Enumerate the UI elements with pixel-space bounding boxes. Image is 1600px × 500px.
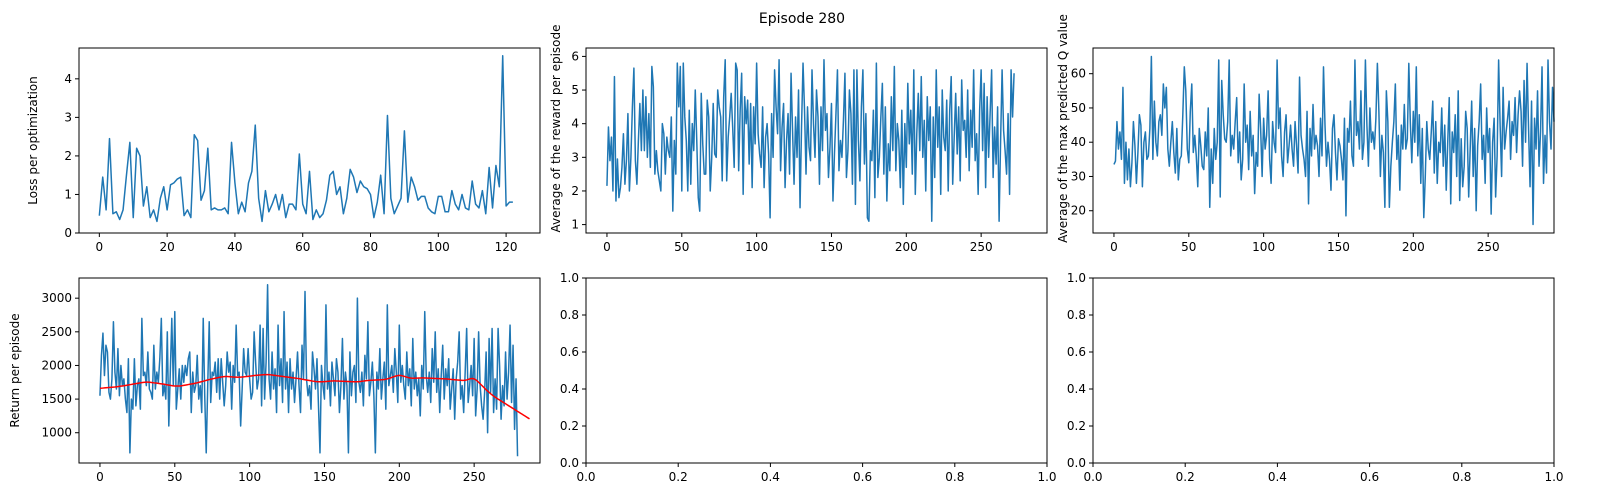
y-tick-label: 0.8 bbox=[560, 308, 579, 322]
y-tick-label: 3 bbox=[571, 150, 579, 164]
subplot-3-ylabel: Average of the max predicted Q value bbox=[1056, 14, 1070, 243]
y-tick-label: 20 bbox=[1071, 204, 1086, 218]
y-tick-label: 1 bbox=[64, 187, 72, 201]
y-tick-label: 1500 bbox=[41, 392, 72, 406]
x-tick-label: 150 bbox=[313, 470, 336, 484]
y-tick-label: 1.0 bbox=[560, 271, 579, 285]
y-tick-label: 0.2 bbox=[560, 419, 579, 433]
y-tick-label: 0.4 bbox=[560, 382, 579, 396]
y-tick-label: 1.0 bbox=[1067, 271, 1086, 285]
y-tick-label: 4 bbox=[64, 72, 72, 86]
y-tick-label: 6 bbox=[571, 49, 579, 63]
x-tick-label: 50 bbox=[167, 470, 182, 484]
x-tick-label: 1.0 bbox=[1037, 470, 1056, 484]
y-tick-label: 0.8 bbox=[1067, 308, 1086, 322]
y-tick-label: 50 bbox=[1071, 101, 1086, 115]
subplot-4-ylabel: Return per episode bbox=[8, 313, 22, 427]
x-tick-label: 0.4 bbox=[761, 470, 780, 484]
x-tick-label: 0 bbox=[603, 240, 611, 254]
x-tick-label: 120 bbox=[495, 240, 518, 254]
x-tick-label: 250 bbox=[463, 470, 486, 484]
x-tick-label: 150 bbox=[1327, 240, 1350, 254]
y-tick-label: 0.4 bbox=[1067, 382, 1086, 396]
x-tick-label: 0 bbox=[1110, 240, 1118, 254]
y-tick-label: 5 bbox=[571, 83, 579, 97]
x-tick-label: 0 bbox=[96, 470, 104, 484]
x-tick-label: 200 bbox=[388, 470, 411, 484]
y-tick-label: 3000 bbox=[41, 291, 72, 305]
x-tick-label: 0 bbox=[96, 240, 104, 254]
x-tick-label: 20 bbox=[159, 240, 174, 254]
y-tick-label: 0.6 bbox=[1067, 345, 1086, 359]
x-tick-label: 250 bbox=[1477, 240, 1500, 254]
x-tick-label: 0.2 bbox=[669, 470, 688, 484]
y-tick-label: 1000 bbox=[41, 426, 72, 440]
y-tick-label: 30 bbox=[1071, 169, 1086, 183]
y-tick-label: 0.0 bbox=[1067, 456, 1086, 470]
x-tick-label: 100 bbox=[427, 240, 450, 254]
x-tick-label: 0.2 bbox=[1176, 470, 1195, 484]
x-tick-label: 100 bbox=[238, 470, 261, 484]
subplot-1-ylabel: Loss per optimization bbox=[26, 76, 40, 205]
y-tick-label: 3 bbox=[64, 110, 72, 124]
y-tick-label: 2 bbox=[64, 149, 72, 163]
x-tick-label: 0.0 bbox=[1083, 470, 1102, 484]
y-tick-label: 1 bbox=[571, 218, 579, 232]
y-tick-label: 0.6 bbox=[560, 345, 579, 359]
figure-suptitle: Episode 280 bbox=[759, 11, 845, 27]
x-tick-label: 0.6 bbox=[1360, 470, 1379, 484]
x-tick-label: 50 bbox=[674, 240, 689, 254]
x-tick-label: 100 bbox=[745, 240, 768, 254]
x-tick-label: 0.8 bbox=[1452, 470, 1471, 484]
x-tick-label: 0.6 bbox=[853, 470, 872, 484]
x-tick-label: 0.0 bbox=[576, 470, 595, 484]
y-tick-label: 0.2 bbox=[1067, 419, 1086, 433]
x-tick-label: 0.4 bbox=[1268, 470, 1287, 484]
y-tick-label: 0 bbox=[64, 226, 72, 240]
x-tick-label: 100 bbox=[1252, 240, 1275, 254]
y-tick-label: 2 bbox=[571, 184, 579, 198]
x-tick-label: 80 bbox=[363, 240, 378, 254]
y-tick-label: 2500 bbox=[41, 325, 72, 339]
y-tick-label: 4 bbox=[571, 117, 579, 131]
x-tick-label: 0.8 bbox=[945, 470, 964, 484]
y-tick-label: 40 bbox=[1071, 135, 1086, 149]
x-tick-label: 60 bbox=[295, 240, 310, 254]
x-tick-label: 40 bbox=[227, 240, 242, 254]
x-tick-label: 200 bbox=[1402, 240, 1425, 254]
y-tick-label: 0.0 bbox=[560, 456, 579, 470]
x-tick-label: 200 bbox=[895, 240, 918, 254]
y-tick-label: 2000 bbox=[41, 358, 72, 372]
x-tick-label: 1.0 bbox=[1544, 470, 1563, 484]
x-tick-label: 50 bbox=[1181, 240, 1196, 254]
x-tick-label: 150 bbox=[820, 240, 843, 254]
y-tick-label: 60 bbox=[1071, 67, 1086, 81]
subplot-2-ylabel: Average of the reward per episode bbox=[549, 24, 563, 232]
x-tick-label: 250 bbox=[970, 240, 993, 254]
